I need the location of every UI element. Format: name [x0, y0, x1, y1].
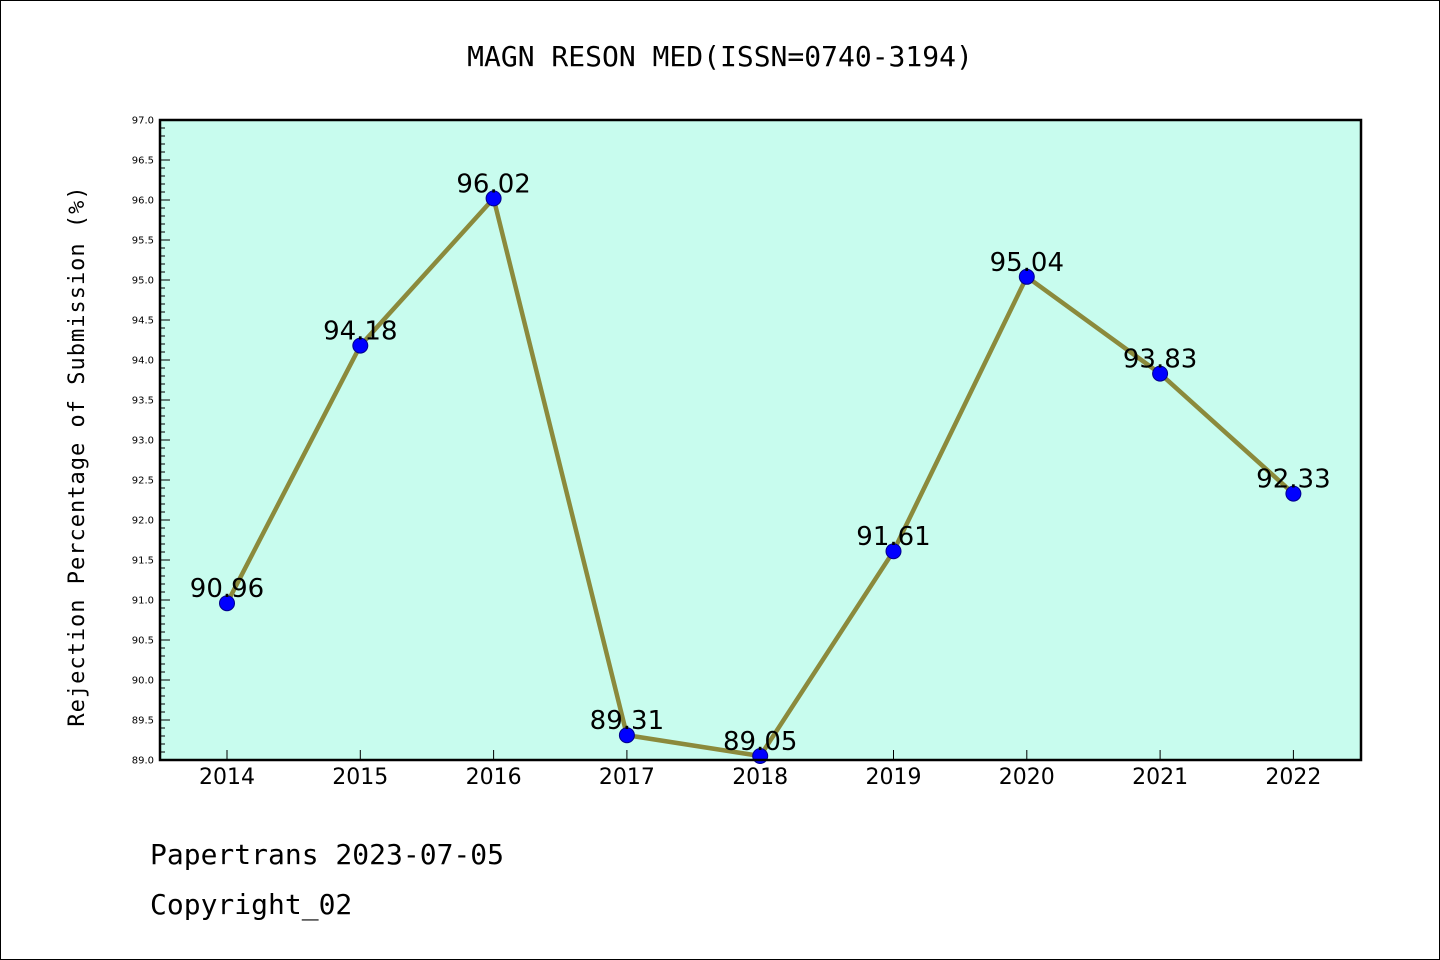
y-tick-label: 93.0	[132, 436, 154, 447]
y-tick-label: 94.5	[132, 316, 154, 327]
y-axis-label: Rejection Percentage of Submission (%)	[65, 185, 90, 726]
plot-area	[160, 120, 1361, 760]
y-tick-label: 96.0	[132, 196, 154, 207]
chart-title: MAGN RESON MED(ISSN=0740-3194)	[467, 40, 973, 73]
x-axis: 2014 2015 2016 2017 2018 2019 2020 2021 2022	[199, 750, 1321, 790]
x-tick-label: 2018	[732, 765, 788, 790]
data-label: 96.02	[456, 169, 530, 199]
data-point	[618, 727, 635, 744]
footer-line-1: Papertrans 2023-07-05	[150, 838, 504, 871]
footer-line-2: Copyright_02	[150, 888, 352, 922]
data-label: 94.18	[323, 317, 397, 347]
x-tick-label: 2015	[332, 765, 388, 790]
y-tick-label: 89.5	[132, 716, 154, 727]
data-point	[1152, 365, 1169, 382]
data-point	[1285, 485, 1302, 502]
y-tick-label: 92.5	[132, 476, 154, 487]
data-label: 95.04	[990, 248, 1064, 278]
y-tick-label: 92.0	[132, 516, 154, 527]
x-tick-label: 2017	[599, 765, 655, 790]
y-tick-label: 96.5	[132, 156, 154, 167]
data-labels-group: 90.96 94.18 96.02 89.31 89.05 91.61 95.04 93.83…	[190, 169, 1331, 757]
data-label: 91.61	[856, 522, 930, 552]
x-tick-label: 2014	[199, 765, 255, 790]
data-label: 90.96	[190, 574, 264, 604]
x-tick-label: 2022	[1265, 765, 1321, 790]
x-tick-label: 2016	[466, 765, 522, 790]
y-tick-label: 94.0	[132, 356, 154, 367]
y-tick-label: 95.5	[132, 236, 154, 247]
x-tick-label: 2019	[866, 765, 922, 790]
y-tick-label: 91.5	[132, 556, 154, 567]
data-point	[352, 337, 369, 354]
y-tick-label: 97.0	[132, 116, 154, 127]
data-point	[485, 190, 502, 207]
y-tick-label: 93.5	[132, 396, 154, 407]
data-label: 92.33	[1256, 465, 1330, 495]
data-label: 89.05	[723, 727, 797, 757]
y-axis: 89.0 89.5 90.0 90.5 91.0 91.5 92.0 92.5 93.0 93.5…	[132, 116, 170, 767]
data-label: 89.31	[590, 706, 664, 736]
data-point	[219, 595, 235, 612]
y-tick-label: 95.0	[132, 276, 154, 287]
data-point	[885, 543, 902, 560]
data-label: 93.83	[1123, 345, 1197, 375]
plot-border	[158, 118, 1363, 762]
y-tick-label: 89.0	[132, 756, 154, 767]
y-tick-label: 91.0	[132, 596, 154, 607]
x-tick-label: 2021	[1132, 765, 1188, 790]
data-point	[1018, 268, 1035, 285]
y-tick-label: 90.0	[132, 676, 154, 687]
x-tick-label: 2020	[999, 765, 1055, 790]
y-tick-label: 90.5	[132, 636, 154, 647]
